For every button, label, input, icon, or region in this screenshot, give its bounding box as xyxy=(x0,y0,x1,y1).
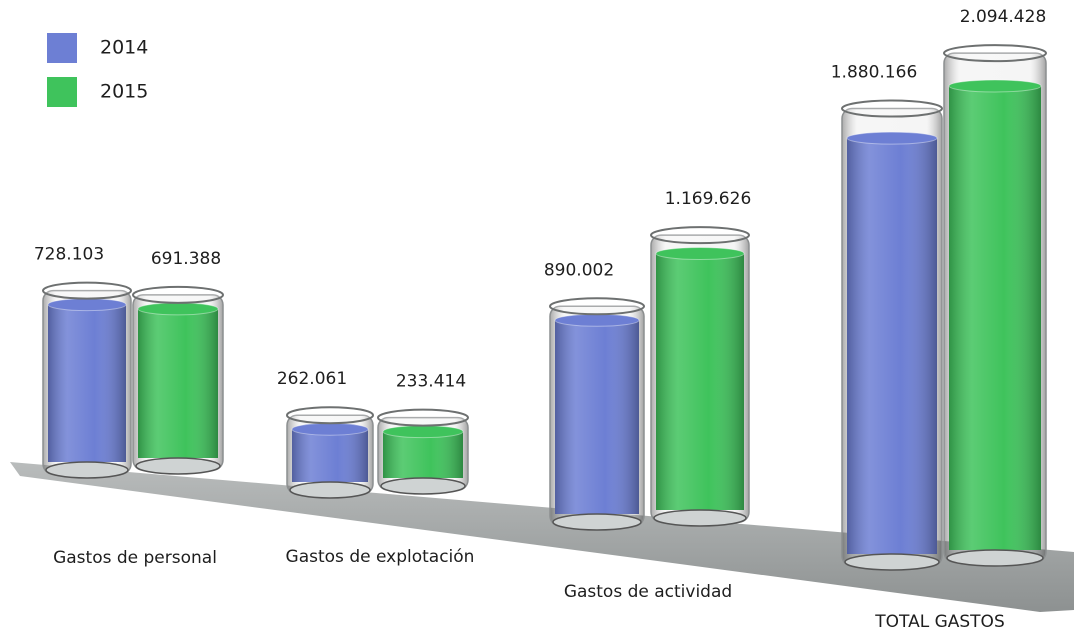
glass-rim xyxy=(132,285,224,304)
liquid-shine xyxy=(555,320,639,514)
value-label: 1.880.166 xyxy=(831,63,918,83)
legend-label: 2015 xyxy=(100,81,148,103)
liquid-shine xyxy=(847,138,937,554)
value-label: 233.414 xyxy=(396,372,466,392)
glass-base xyxy=(135,457,221,475)
legend-swatch xyxy=(47,77,77,107)
category-label: TOTAL GASTOS xyxy=(874,612,1004,632)
glass-base xyxy=(844,553,940,571)
liquid-shine xyxy=(48,304,126,462)
liquid-shine xyxy=(383,431,463,478)
liquid-surface xyxy=(291,422,369,436)
liquid-surface xyxy=(137,302,219,316)
glass-base xyxy=(552,513,642,531)
legend-swatch xyxy=(47,33,77,63)
category-label: Gastos de explotación xyxy=(286,547,475,567)
value-label: 1.169.626 xyxy=(665,189,752,209)
glass-base xyxy=(380,477,466,495)
glass-rim xyxy=(650,226,750,245)
glass-rim xyxy=(286,406,374,425)
glass-rim xyxy=(549,297,645,316)
glass-base xyxy=(653,509,747,527)
liquid-shine xyxy=(292,429,368,482)
glass-base xyxy=(45,461,129,479)
liquid-surface xyxy=(948,79,1042,93)
glass-rim xyxy=(42,281,132,300)
plot: Gastos de personal 728.103 691.388 Gastos d… xyxy=(34,7,1047,632)
floor xyxy=(10,462,1074,612)
liquid-surface xyxy=(846,131,938,145)
category-label: Gastos de personal xyxy=(53,548,217,568)
liquid-shine xyxy=(949,86,1041,550)
value-label: 2.094.428 xyxy=(960,7,1047,27)
liquid-shine xyxy=(656,253,744,510)
liquid-shine xyxy=(138,308,218,458)
category-label: Gastos de actividad xyxy=(564,582,732,602)
legend: 2014 2015 xyxy=(47,33,148,107)
glass-rim xyxy=(377,408,469,427)
value-label: 890.002 xyxy=(544,260,614,280)
glass-rim xyxy=(943,44,1047,63)
liquid-surface xyxy=(382,425,464,439)
glass-base xyxy=(946,549,1044,567)
liquid-surface xyxy=(47,298,127,312)
glass-base xyxy=(289,481,371,499)
value-label: 691.388 xyxy=(151,249,221,269)
liquid-surface xyxy=(655,247,745,261)
legend-label: 2014 xyxy=(100,37,148,59)
value-label: 262.061 xyxy=(277,369,347,389)
value-label: 728.103 xyxy=(34,245,104,265)
liquid-surface xyxy=(554,313,640,327)
glass-rim xyxy=(841,99,943,118)
